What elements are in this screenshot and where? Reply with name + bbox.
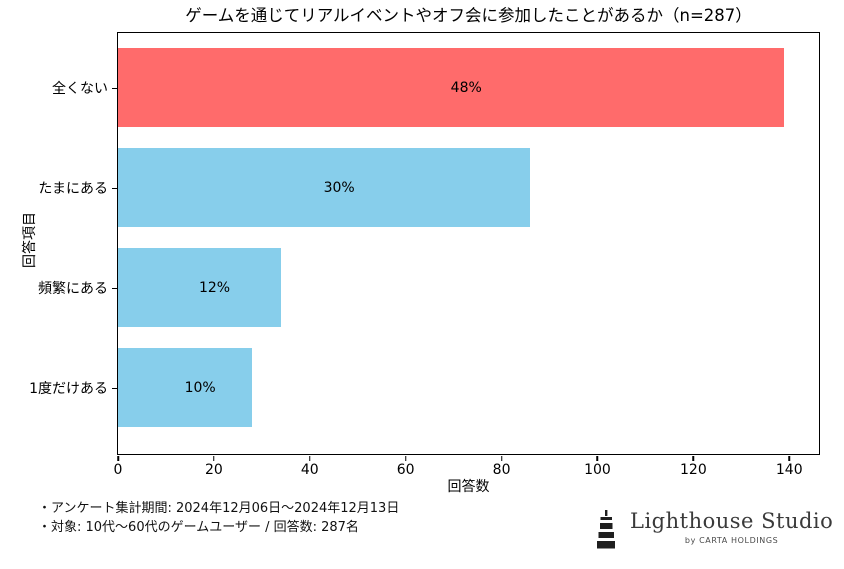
bar-全くない: 48%	[118, 48, 785, 127]
x-tick-label-40: 40	[300, 462, 319, 478]
lighthouse-icon	[597, 510, 615, 549]
y-tick-mark	[111, 287, 117, 289]
x-tick-label-0: 0	[113, 462, 123, 478]
x-tick-mark	[596, 455, 599, 461]
x-tick-mark	[309, 455, 311, 461]
plot-area: 48% 全くない 30% たまにある 12% 頻繁にある 10% 1度だけある 0 20 40 60 8…	[29, 32, 820, 478]
x-tick-label-20: 20	[204, 462, 223, 478]
bar-たまにある: 30%	[118, 148, 531, 227]
logo-text-block: Lighthouse Studio by CARTA HOLDINGS	[630, 508, 833, 545]
x-tick-mark	[788, 455, 791, 461]
bar-頻繁にある: 12%	[118, 248, 282, 327]
x-tick-mark	[500, 455, 503, 461]
x-tick-label-100: 100	[584, 462, 611, 478]
x-tick-label-80: 80	[492, 462, 511, 478]
y-tick-label-全くない: 全くない	[52, 80, 108, 97]
bar-value-label: 10%	[184, 379, 216, 396]
footnote-survey-target: ・対象: 10代〜60代のゲームユーザー / 回答数: 287名	[38, 520, 359, 535]
logo-brand-text: Lighthouse Studio	[630, 509, 834, 533]
bar-1度だけある: 10%	[118, 348, 253, 427]
x-axis-label: 回答数	[447, 479, 490, 495]
chart-title: ゲームを通じてリアルイベントやオフ会に参加したことがあるか（n=287）	[185, 6, 752, 25]
x-tick-label-60: 60	[396, 462, 415, 478]
y-tick-label-たまにある: たまにある	[38, 180, 108, 197]
y-tick-mark	[111, 87, 117, 89]
y-axis-label: 回答項目	[22, 212, 38, 268]
x-tick-label-140: 140	[775, 462, 803, 478]
chart-footnotes: ・アンケート集計期間: 2024年12月06日〜2024年12月13日 ・対象:…	[38, 499, 399, 537]
x-tick-mark	[692, 455, 695, 461]
footnote-survey-period: ・アンケート集計期間: 2024年12月06日〜2024年12月13日	[38, 501, 400, 516]
y-tick-label-頻繁にある: 頻繁にある	[38, 280, 108, 297]
y-tick-label-1度だけある: 1度だけある	[29, 380, 108, 397]
logo-byline-text: by CARTA HOLDINGS	[684, 536, 779, 545]
brand-logo: Lighthouse Studio by CARTA HOLDINGS	[597, 508, 833, 550]
y-tick-mark	[111, 387, 117, 389]
x-tick-mark	[213, 455, 215, 461]
x-tick-mark	[117, 455, 119, 461]
y-tick-mark	[111, 187, 117, 189]
bar-value-label: 12%	[198, 279, 231, 296]
x-tick-label-120: 120	[680, 462, 707, 478]
bar-value-label: 30%	[323, 179, 355, 196]
bar-value-label: 48%	[450, 79, 482, 96]
x-tick-mark	[404, 455, 407, 461]
